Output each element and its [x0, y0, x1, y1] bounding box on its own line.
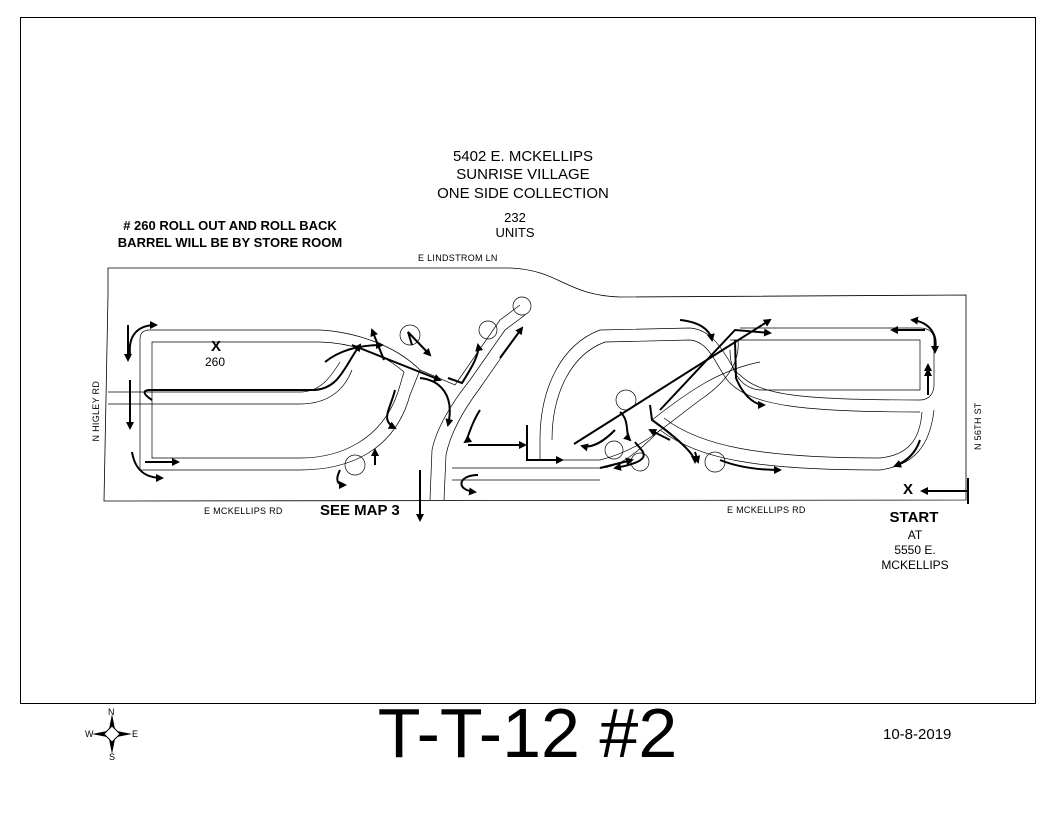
compass-s: S	[109, 752, 116, 762]
start-label: START	[889, 509, 939, 526]
start-address-1: 5550 E.	[894, 543, 936, 557]
unit-260-marker: X	[211, 338, 222, 355]
note-line2: BARREL WILL BE BY STORE ROOM	[117, 235, 343, 250]
street-56th: N 56TH ST	[972, 402, 983, 451]
unit-count: 232	[504, 210, 526, 225]
map-date: 10-8-2019	[883, 726, 952, 743]
unit-label: UNITS	[495, 225, 535, 240]
street-mckellips-east: E MCKELLIPS RD	[727, 505, 806, 515]
compass-w: W	[85, 729, 94, 739]
map-frame	[20, 17, 1036, 704]
street-mckellips-west: E MCKELLIPS RD	[204, 506, 283, 516]
interior-streets	[108, 296, 935, 501]
street-higley: N HIGLEY RD	[90, 380, 101, 442]
header-address: 5402 E. MCKELLIPS	[452, 148, 594, 165]
compass-e: E	[132, 729, 139, 739]
compass-n: N	[108, 707, 115, 717]
compass-icon	[92, 714, 132, 754]
note-line1: # 260 ROLL OUT AND ROLL BACK	[123, 218, 337, 233]
unit-260-label: 260	[205, 355, 226, 369]
route-id-title: T-T-12 #2	[377, 694, 678, 772]
start-at: AT	[907, 528, 923, 542]
start-address-2: MCKELLIPS	[881, 558, 949, 572]
street-lindstrom: E LINDSTROM LN	[418, 253, 498, 263]
route-arrows	[124, 316, 968, 522]
header-community: SUNRISE VILLAGE	[456, 166, 590, 183]
property-boundary	[103, 267, 967, 502]
start-marker: X	[903, 481, 914, 498]
header-collection: ONE SIDE COLLECTION	[437, 185, 609, 202]
see-map-label: SEE MAP 3	[320, 502, 400, 519]
